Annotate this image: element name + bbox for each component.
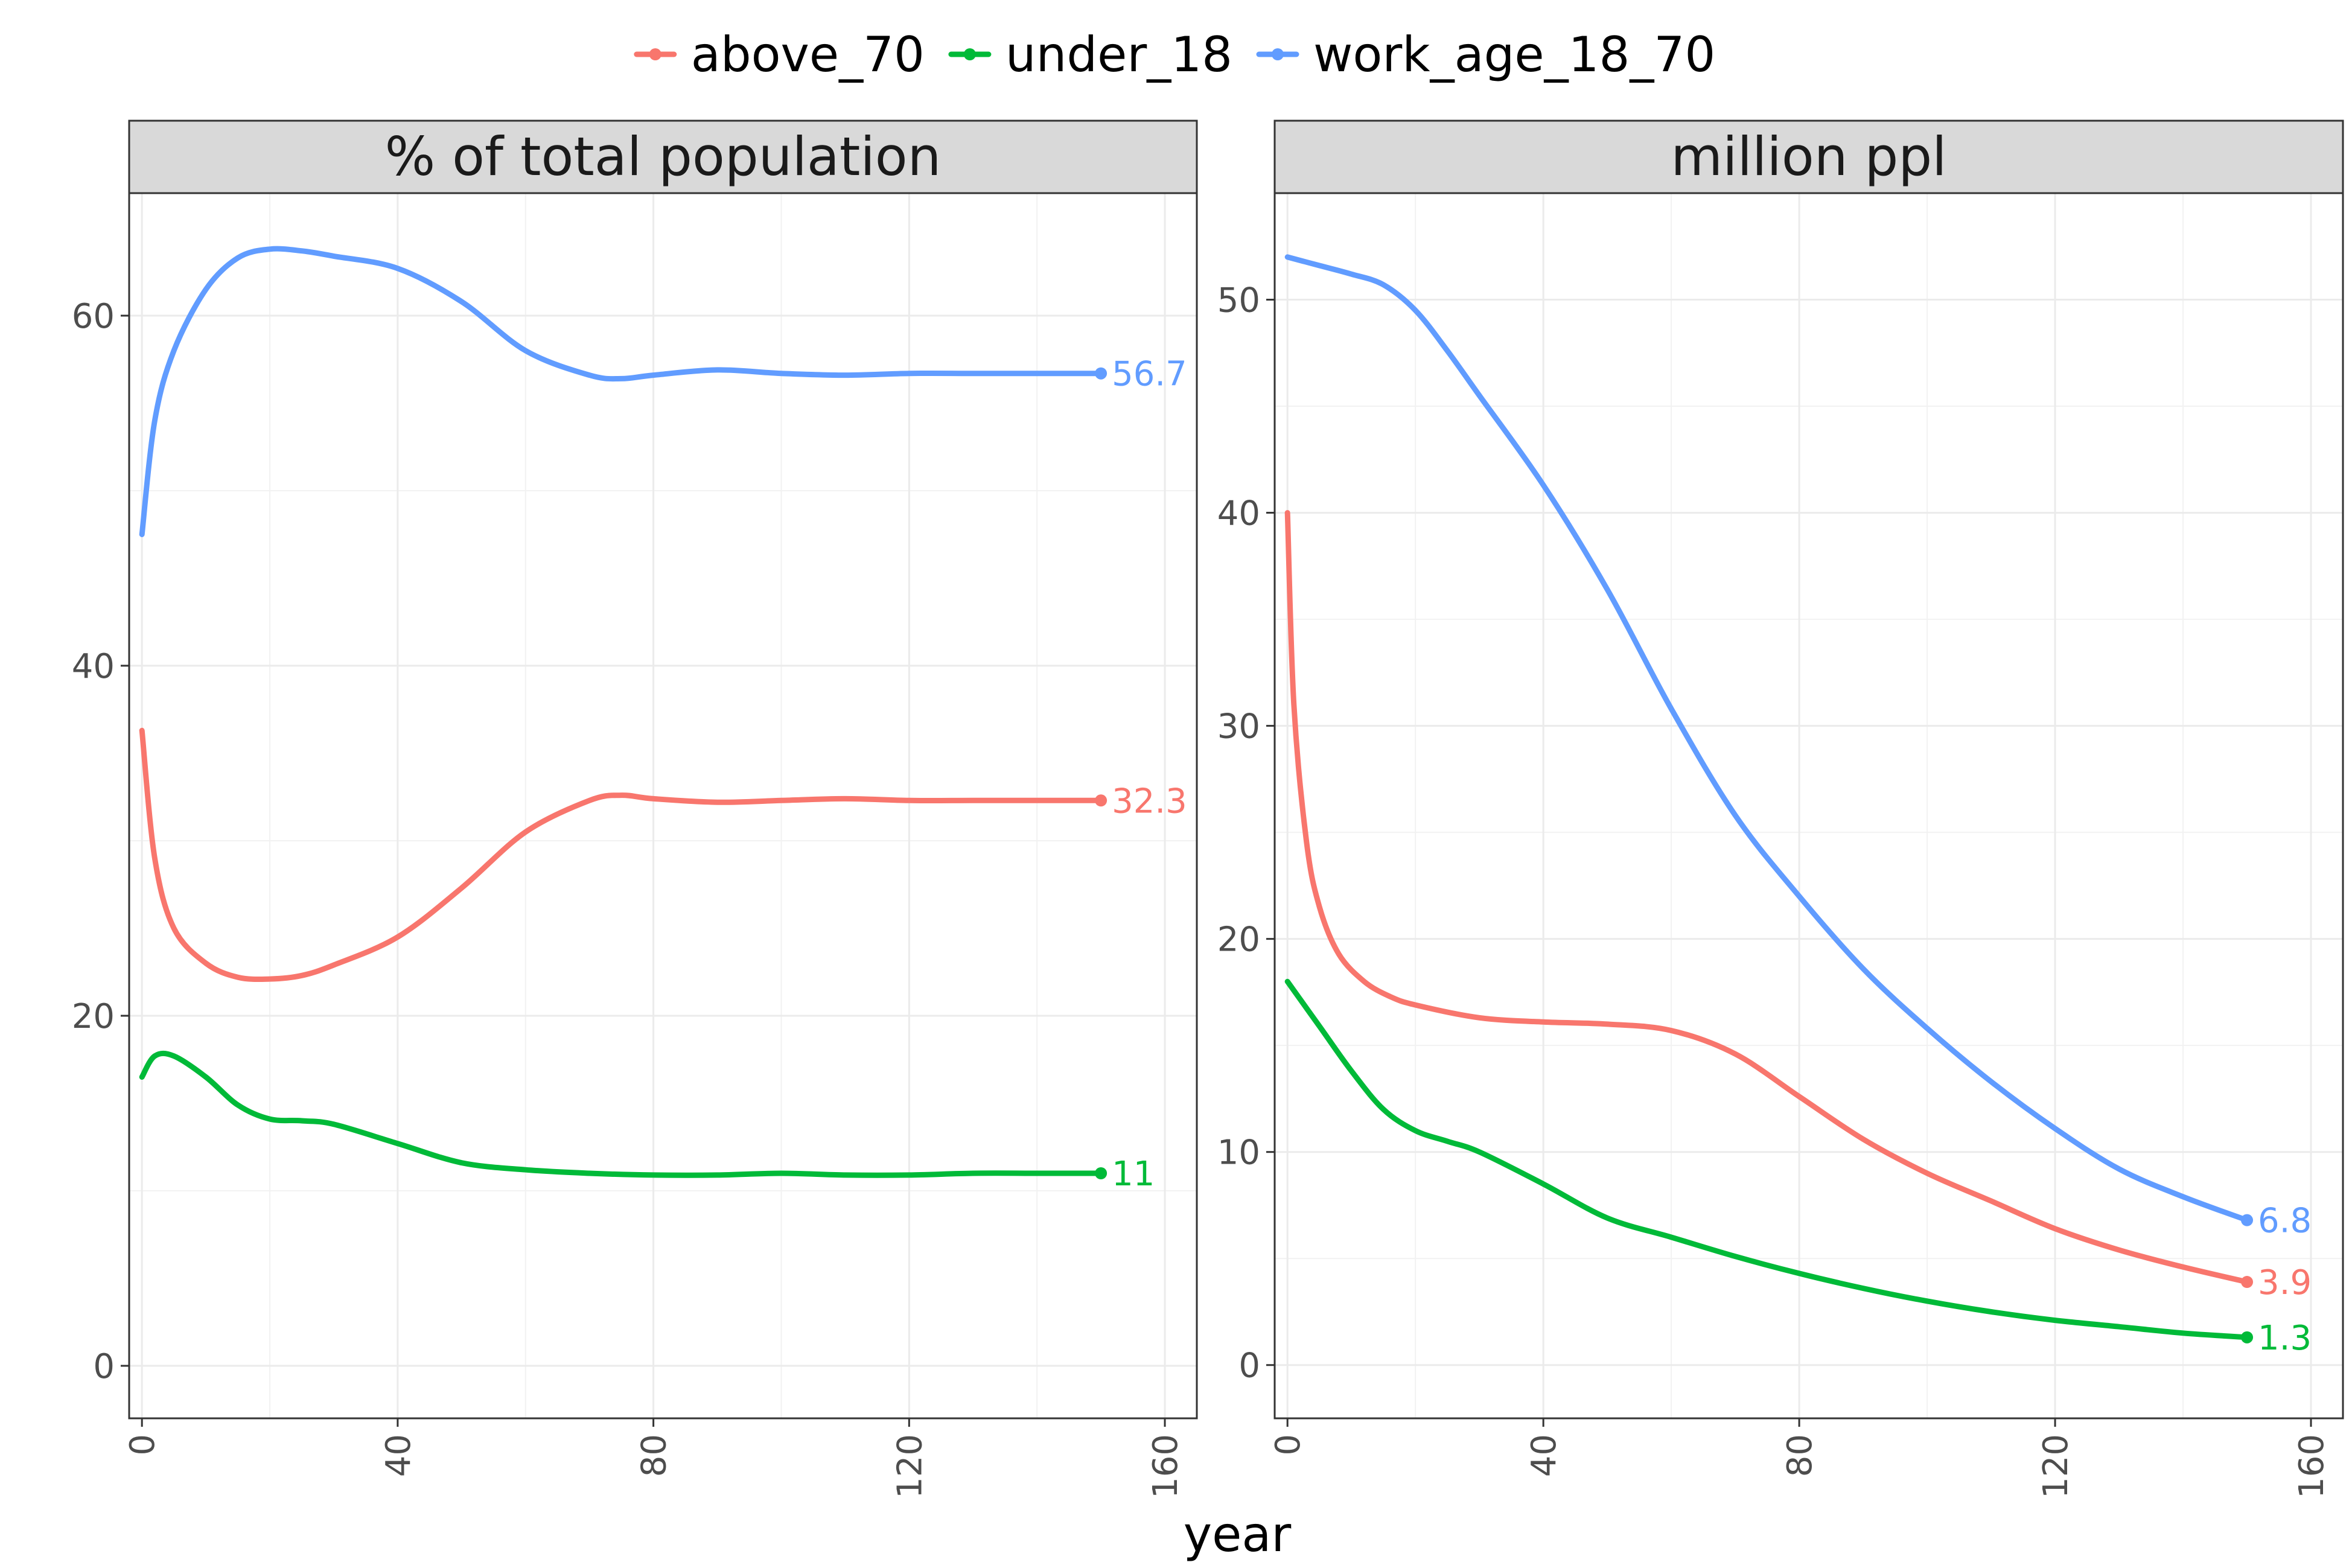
plot-background bbox=[1275, 193, 2343, 1418]
x-tick-label: 80 bbox=[1780, 1434, 1820, 1477]
series-end-label-work-age-18-70: 6.8 bbox=[2258, 1202, 2312, 1241]
y-tick-label: 0 bbox=[93, 1347, 115, 1386]
facet-strip bbox=[1273, 120, 2344, 194]
panel-percent-population: % of total population 0 40 80 120 160 0 20 40 60 3… bbox=[72, 120, 1198, 1499]
x-tick-label: 40 bbox=[1525, 1434, 1564, 1477]
panel-border bbox=[1273, 192, 2344, 1420]
y-tick-label: 40 bbox=[72, 647, 115, 686]
y-tick-label: 30 bbox=[1217, 707, 1260, 747]
series-end-label-under-18: 11 bbox=[1112, 1155, 1155, 1194]
y-tick-label: 20 bbox=[72, 997, 115, 1036]
series-line-under-18 bbox=[1284, 978, 2250, 1340]
x-tick-label: 120 bbox=[890, 1434, 929, 1499]
x-tick-label: 80 bbox=[635, 1434, 674, 1477]
x-tick-label: 0 bbox=[1269, 1434, 1308, 1456]
y-tick-label: 50 bbox=[1217, 281, 1260, 320]
facet-strip bbox=[128, 120, 1198, 194]
legend-label-work-age-18-70: work_age_18_70 bbox=[1313, 27, 1715, 83]
series-end-point-above-70 bbox=[1095, 794, 1107, 807]
legend-key-point-above-70 bbox=[649, 48, 661, 60]
x-tick-label: 40 bbox=[379, 1434, 418, 1477]
series-end-label-work-age-18-70: 56.7 bbox=[1112, 355, 1187, 394]
legend-key-point-work-age-18-70 bbox=[1272, 48, 1284, 60]
series-end-label-above-70: 32.3 bbox=[1112, 782, 1187, 821]
series-end-label-above-70: 3.9 bbox=[2258, 1263, 2312, 1302]
y-tick-label: 0 bbox=[1238, 1347, 1260, 1386]
legend-label-under-18: under_18 bbox=[1005, 27, 1232, 83]
panel-million-ppl: million ppl 0 40 80 120 160 0 10 20 30 40 50 3.9 1.3 6… bbox=[1217, 120, 2344, 1499]
series-line-work-age-18-70 bbox=[1284, 254, 2250, 1223]
series-end-point-under-18 bbox=[1095, 1167, 1107, 1179]
y-tick-label: 60 bbox=[72, 297, 115, 336]
plot-background bbox=[129, 193, 1197, 1418]
series-line-under-18 bbox=[139, 1050, 1104, 1178]
series-line-above-70 bbox=[1284, 510, 2250, 1285]
y-tick-label: 40 bbox=[1217, 494, 1260, 534]
panel-border bbox=[128, 192, 1198, 1420]
series-end-point-work-age-18-70 bbox=[1095, 367, 1107, 380]
legend-label-above-70: above_70 bbox=[691, 27, 925, 83]
series-end-point-under-18 bbox=[2241, 1331, 2254, 1343]
y-tick-label: 10 bbox=[1217, 1133, 1260, 1173]
x-tick-label: 0 bbox=[123, 1434, 162, 1456]
x-tick-label: 120 bbox=[2036, 1434, 2076, 1499]
legend-key-point-under-18 bbox=[963, 48, 976, 60]
series-end-point-work-age-18-70 bbox=[2241, 1214, 2254, 1226]
series-line-above-70 bbox=[139, 727, 1104, 983]
facet-strip-label: % of total population bbox=[385, 126, 942, 188]
facet-strip-label: million ppl bbox=[1671, 126, 1946, 188]
series-end-label-under-18: 1.3 bbox=[2258, 1319, 2312, 1358]
y-tick-label: 20 bbox=[1217, 920, 1260, 960]
series-line-work-age-18-70 bbox=[139, 246, 1104, 537]
series-end-point-above-70 bbox=[2241, 1276, 2254, 1289]
legend: above_70 under_18 work_age_18_70 bbox=[634, 27, 1715, 83]
x-tick-label: 160 bbox=[2292, 1434, 2331, 1499]
x-tick-label: 160 bbox=[1146, 1434, 1185, 1499]
x-axis-title: year bbox=[1184, 1506, 1292, 1563]
